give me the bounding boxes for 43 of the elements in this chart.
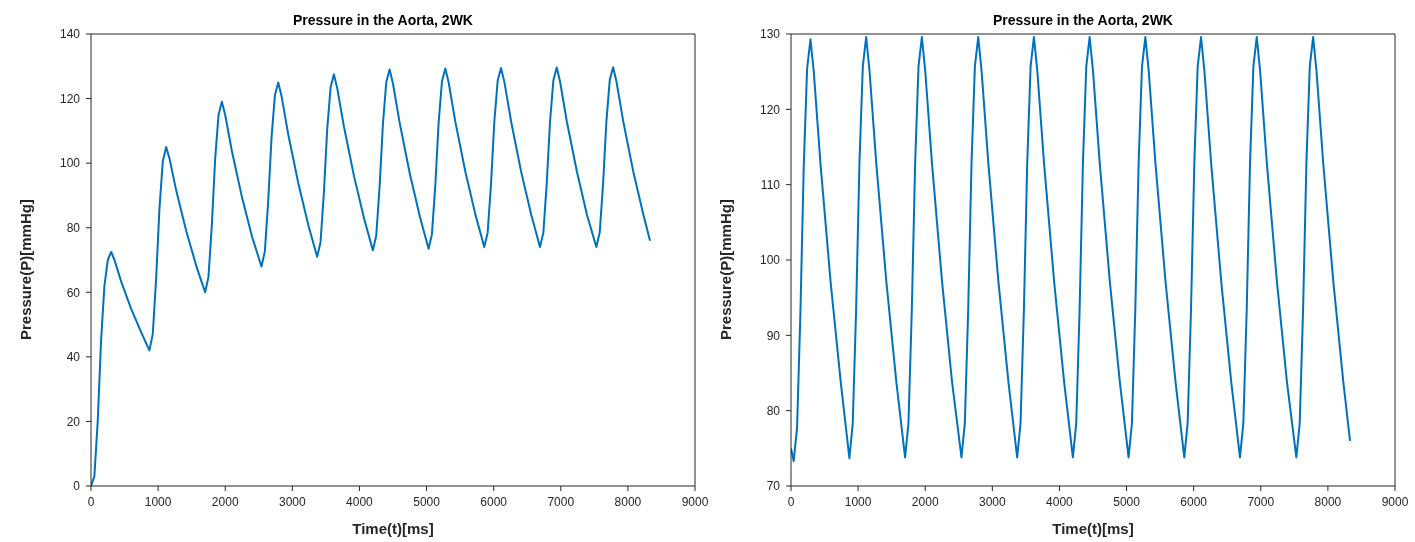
line-series — [91, 66, 652, 486]
x-tick-label: 2000 — [911, 494, 939, 509]
y-tick-label: 90 — [766, 328, 781, 343]
x-tick-label: 0 — [87, 494, 95, 509]
x-tick-label: 6000 — [1180, 494, 1208, 509]
x-tick-label: 0 — [787, 494, 795, 509]
y-tick-label: 60 — [66, 285, 81, 300]
y-tick-label: 110 — [760, 177, 781, 192]
x-tick-label: 9000 — [1381, 494, 1409, 509]
x-tick-label: 5000 — [413, 494, 441, 509]
line-series — [791, 36, 1352, 463]
x-tick-label: 4000 — [346, 494, 374, 509]
y-tick-label: 70 — [766, 479, 781, 494]
x-tick-label: 8000 — [614, 494, 642, 509]
y-tick-label: 100 — [59, 156, 81, 171]
y-tick-label: 20 — [66, 414, 81, 429]
x-tick-label: 8000 — [1314, 494, 1342, 509]
x-tick-label: 3000 — [278, 494, 306, 509]
y-tick-label: 80 — [766, 403, 781, 418]
x-tick-label: 1000 — [844, 494, 872, 509]
x-axis-title: Time(t)[ms] — [1052, 520, 1134, 537]
x-tick-label: 3000 — [978, 494, 1006, 509]
x-tick-label: 9000 — [681, 494, 709, 509]
x-tick-label: 1000 — [144, 494, 172, 509]
chart-title: Pressure in the Aorta, 2WK — [292, 12, 474, 28]
x-tick-label: 6000 — [480, 494, 508, 509]
y-tick-label: 0 — [73, 479, 81, 494]
x-tick-label: 4000 — [1046, 494, 1074, 509]
x-tick-label: 7000 — [1247, 494, 1275, 509]
y-axis-title: Pressure(P)[mmHg] — [17, 199, 35, 340]
chart-title: Pressure in the Aorta, 2WK — [992, 12, 1174, 28]
y-tick-label: 140 — [59, 27, 81, 42]
x-tick-label: 7000 — [547, 494, 575, 509]
y-tick-label: 120 — [59, 91, 81, 106]
y-tick-label: 40 — [66, 350, 81, 365]
y-axis-title: Pressure(P)[mmHg] — [717, 199, 735, 340]
x-tick-label: 2000 — [211, 494, 239, 509]
x-tick-label: 5000 — [1113, 494, 1141, 509]
y-tick-label: 100 — [759, 253, 781, 268]
x-axis-title: Time(t)[ms] — [352, 520, 434, 537]
y-tick-label: 120 — [759, 102, 781, 117]
y-tick-label: 80 — [66, 220, 81, 235]
y-tick-label: 130 — [759, 27, 781, 42]
